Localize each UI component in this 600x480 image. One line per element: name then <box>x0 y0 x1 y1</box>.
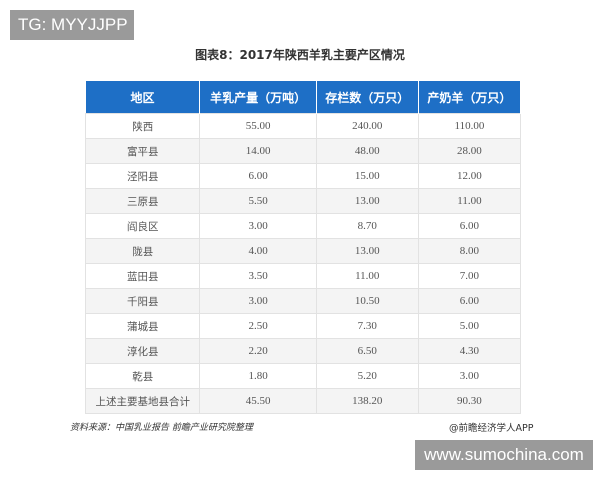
table-cell: 138.20 <box>315 388 419 414</box>
table-cell: 90.30 <box>417 388 522 414</box>
table-row: 泾阳县 6.00 15.00 12.00 <box>84 163 522 189</box>
table-cell: 7.00 <box>417 263 522 289</box>
table-cell: 泾阳县 <box>84 163 201 189</box>
table-row: 淳化县 2.20 6.50 4.30 <box>84 338 522 364</box>
table-cell: 15.00 <box>315 163 419 189</box>
table-cell: 45.50 <box>199 388 317 414</box>
table-row: 富平县 14.00 48.00 28.00 <box>84 138 522 164</box>
table-cell: 55.00 <box>199 113 317 139</box>
table-cell: 10.50 <box>315 288 419 314</box>
table-cell: 1.80 <box>199 363 317 389</box>
header-milk-output: 羊乳产量（万吨） <box>199 81 317 114</box>
table-cell: 蓝田县 <box>84 263 201 289</box>
table-cell: 乾县 <box>84 363 201 389</box>
table-cell: 7.30 <box>315 313 419 339</box>
table-cell: 48.00 <box>315 138 419 164</box>
table-cell: 6.00 <box>417 213 522 239</box>
table-cell: 6.00 <box>417 288 522 314</box>
table-cell: 14.00 <box>199 138 317 164</box>
table-row: 阎良区 3.00 8.70 6.00 <box>84 213 522 239</box>
table-cell: 千阳县 <box>84 288 201 314</box>
table-cell: 4.00 <box>199 238 317 264</box>
table-cell: 6.00 <box>199 163 317 189</box>
table-cell: 3.00 <box>199 288 317 314</box>
table-cell: 富平县 <box>84 138 201 164</box>
table-cell: 3.00 <box>417 363 522 389</box>
table-cell: 5.00 <box>417 313 522 339</box>
header-dairy-goats: 产奶羊（万只） <box>418 81 522 114</box>
table-cell: 5.20 <box>315 363 419 389</box>
table-cell: 5.50 <box>199 188 317 214</box>
table-cell: 6.50 <box>315 338 419 364</box>
table-cell: 110.00 <box>417 113 522 139</box>
site-watermark: www.sumochina.com <box>415 440 593 470</box>
table-cell: 三原县 <box>84 188 201 214</box>
tg-watermark-label: TG: MYYJJPP <box>10 10 134 40</box>
table-cell: 11.00 <box>315 263 419 289</box>
table-cell: 11.00 <box>417 188 522 214</box>
table-row: 乾县 1.80 5.20 3.00 <box>84 363 522 389</box>
table-cell: 4.30 <box>417 338 522 364</box>
table-cell: 阎良区 <box>84 213 201 239</box>
header-stock: 存栏数（万只） <box>316 81 419 114</box>
table-cell: 2.50 <box>199 313 317 339</box>
chart-title: 图表8：2017年陕西羊乳主要产区情况 <box>195 48 405 62</box>
table-cell: 陕西 <box>84 113 201 139</box>
data-table: 地区 羊乳产量（万吨） 存栏数（万只） 产奶羊（万只） 陕西 55.00 240.0… <box>84 81 522 414</box>
table-row: 千阳县 3.00 10.50 6.00 <box>84 288 522 314</box>
table-cell: 8.70 <box>315 213 419 239</box>
table-row: 三原县 5.50 13.00 11.00 <box>84 188 522 214</box>
table-row: 陇县 4.00 13.00 8.00 <box>84 238 522 264</box>
table-row: 蒲城县 2.50 7.30 5.00 <box>84 313 522 339</box>
table-cell: 28.00 <box>417 138 522 164</box>
header-region: 地区 <box>85 81 201 114</box>
table-cell: 淳化县 <box>84 338 201 364</box>
table-row: 蓝田县 3.50 11.00 7.00 <box>84 263 522 289</box>
table-row: 陕西 55.00 240.00 110.00 <box>84 113 522 139</box>
table-cell: 2.20 <box>199 338 317 364</box>
source-note: 资料来源：中国乳业报告 前瞻产业研究院整理 <box>70 423 253 433</box>
table-cell: 8.00 <box>417 238 522 264</box>
table-cell: 上述主要基地县合计 <box>84 388 201 414</box>
table-cell: 陇县 <box>84 238 201 264</box>
table-row: 上述主要基地县合计 45.50 138.20 90.30 <box>84 388 522 414</box>
table-cell: 13.00 <box>315 188 419 214</box>
table-cell: 12.00 <box>417 163 522 189</box>
table-cell: 13.00 <box>315 238 419 264</box>
credit: @前瞻经济学人APP <box>449 423 534 434</box>
table-cell: 240.00 <box>315 113 419 139</box>
table-cell: 3.50 <box>199 263 317 289</box>
table-header-row: 地区 羊乳产量（万吨） 存栏数（万只） 产奶羊（万只） <box>85 81 522 114</box>
table-cell: 蒲城县 <box>84 313 201 339</box>
table-cell: 3.00 <box>199 213 317 239</box>
